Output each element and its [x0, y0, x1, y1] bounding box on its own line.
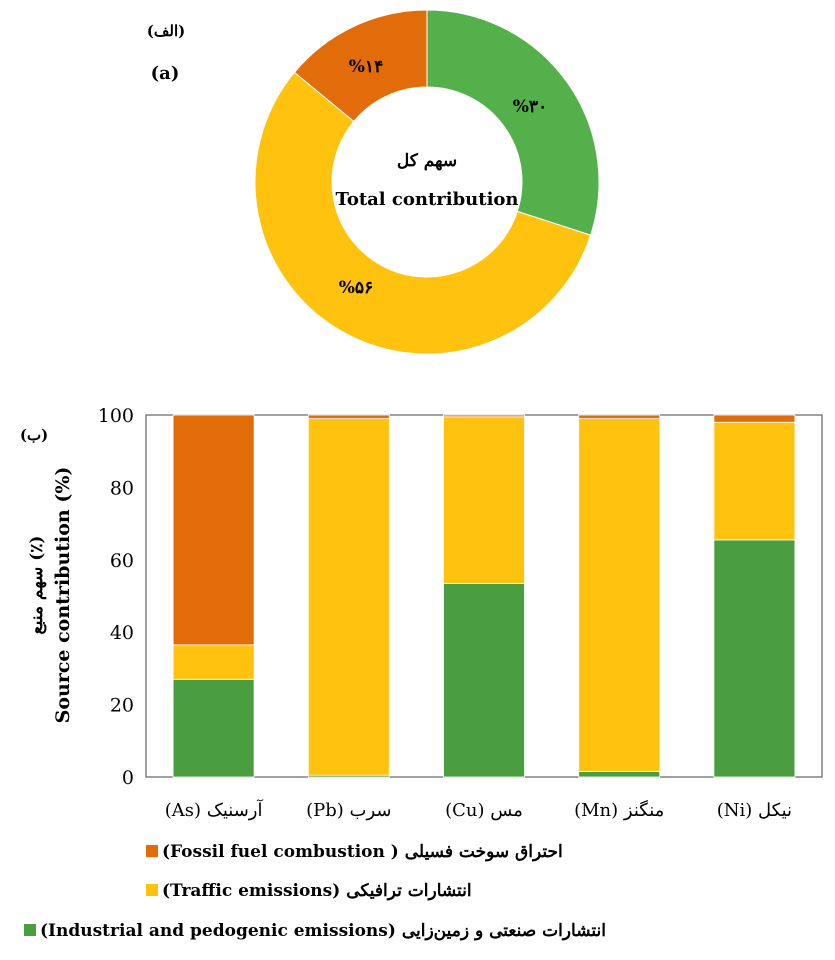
panel-label-fa-a: (الف) — [147, 22, 185, 40]
bar-industrial — [443, 582, 525, 778]
y-tick-label: 60 — [110, 550, 134, 572]
legend-label-industrial: (Industrial and pedogenic emissions) انت… — [40, 921, 606, 941]
donut-center-title-en: Total contribution — [335, 189, 518, 210]
donut-center-title-fa: سهم کل — [397, 151, 457, 171]
x-tick-label: (Mn) منگنز — [574, 799, 664, 821]
bar-industrial — [713, 539, 796, 778]
bar-fossil — [713, 414, 796, 423]
bar-traffic — [172, 644, 255, 680]
y-tick-label: 0 — [122, 767, 134, 789]
donut-chart — [254, 9, 600, 355]
bar-industrial — [172, 678, 255, 778]
legend-swatch-industrial — [24, 924, 36, 936]
x-tick-label: (Cu) مس — [445, 800, 523, 821]
bar-traffic — [713, 421, 796, 541]
bar-fossil — [443, 414, 525, 418]
bar-traffic — [578, 418, 661, 772]
x-tick-label: (Ni) نیکل — [717, 800, 792, 821]
y-tick-label: 100 — [98, 405, 134, 427]
bar-traffic — [443, 416, 525, 584]
bar-fossil — [172, 414, 255, 646]
y-tick-label: 40 — [110, 622, 134, 644]
legend-swatch-traffic — [146, 884, 158, 896]
bar-fossil — [578, 414, 661, 420]
x-tick-label: (Pb) سرب — [306, 800, 391, 821]
bar-fossil — [307, 414, 390, 420]
panel-label-en-a: (a) — [151, 63, 180, 84]
y-axis-label-en: Source contribution (%) — [52, 467, 74, 724]
y-axis-ticks: 0 20 40 60 80 100 — [98, 405, 134, 789]
donut-slice-industrial — [426, 9, 600, 236]
legend-label-fossil: (Fossil fuel combustion ) احتراق سوخت فس… — [162, 842, 563, 862]
x-axis-tick-labels: (As) آرسنیک (Pb) سرب (Cu) مس (Mn) منگنز (Ni)… — [165, 799, 792, 821]
legend-swatch-fossil — [146, 845, 158, 857]
donut-label-traffic: %۵۶ — [339, 278, 373, 298]
y-tick-label: 80 — [110, 477, 134, 499]
stacked-bars — [172, 414, 796, 778]
y-axis-label-fa: سهم منبع (٪) — [27, 536, 47, 635]
bar-traffic — [307, 418, 390, 776]
x-tick-label: (As) آرسنیک — [165, 799, 264, 821]
bar-industrial — [578, 771, 661, 778]
donut-slice-traffic — [254, 71, 592, 355]
legend: (Fossil fuel combustion ) احتراق سوخت فس… — [24, 842, 606, 941]
donut-slice-fossil — [293, 9, 428, 123]
donut-label-fossil: %۱۴ — [349, 57, 383, 77]
y-tick-label: 20 — [110, 695, 134, 717]
donut-label-industrial: %۳۰ — [513, 97, 547, 117]
legend-label-traffic: (Traffic emissions) انتشارات ترافیکی — [162, 881, 472, 901]
panel-label-fa-b: (ب) — [20, 426, 48, 444]
